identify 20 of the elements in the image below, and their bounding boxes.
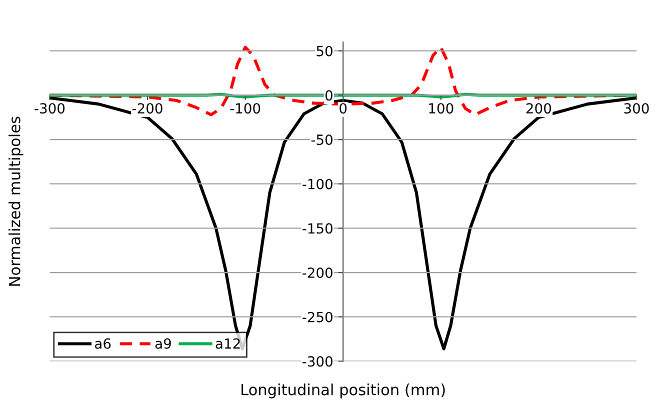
y-tick-label: -250 xyxy=(302,312,332,322)
y-tick-label: -150 xyxy=(302,223,332,234)
x-tick-label: 300 xyxy=(624,103,649,114)
y-tick-label: -50 xyxy=(311,134,332,146)
y-axis-title: Normalized multipoles xyxy=(8,116,24,286)
x-tick-label: 200 xyxy=(526,103,552,114)
legend-label: a9 xyxy=(155,338,171,349)
x-tick-label: -200 xyxy=(132,103,162,114)
y-tick-label: 50 xyxy=(316,46,332,56)
legend-label: a12 xyxy=(216,338,240,349)
x-tick-label: 0 xyxy=(340,103,347,114)
x-tick-label: 100 xyxy=(429,103,454,114)
y-tick-label: -200 xyxy=(302,268,332,278)
legend-label: a6 xyxy=(95,338,111,349)
y-tick-label: 0 xyxy=(325,90,332,101)
x-tick-label: -300 xyxy=(34,103,65,114)
x-axis-title: Longitudinal position (mm) xyxy=(242,384,445,398)
y-tick-label: -100 xyxy=(302,178,332,190)
x-tick-label: -100 xyxy=(230,103,260,114)
y-tick-label: -300 xyxy=(302,356,332,367)
